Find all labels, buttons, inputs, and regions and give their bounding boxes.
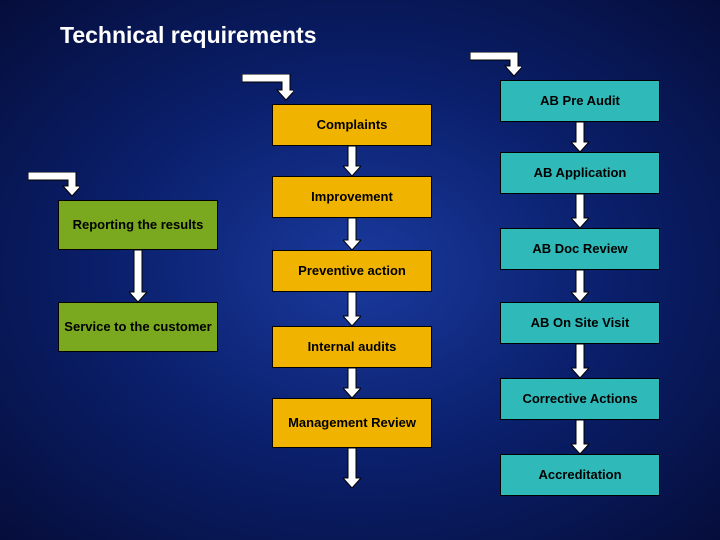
box-ab_application: AB Application — [500, 152, 660, 194]
box-internal: Internal audits — [272, 326, 432, 368]
box-ab_doc_review: AB Doc Review — [500, 228, 660, 270]
box-reporting: Reporting the results — [58, 200, 218, 250]
box-service: Service to the customer — [58, 302, 218, 352]
box-corrective: Corrective Actions — [500, 378, 660, 420]
box-accreditation: Accreditation — [500, 454, 660, 496]
box-ab_pre_audit: AB Pre Audit — [500, 80, 660, 122]
box-improvement: Improvement — [272, 176, 432, 218]
box-mgmt_review: Management Review — [272, 398, 432, 448]
box-preventive: Preventive action — [272, 250, 432, 292]
box-complaints: Complaints — [272, 104, 432, 146]
page-title: Technical requirements — [60, 22, 317, 49]
box-ab_onsite: AB On Site Visit — [500, 302, 660, 344]
